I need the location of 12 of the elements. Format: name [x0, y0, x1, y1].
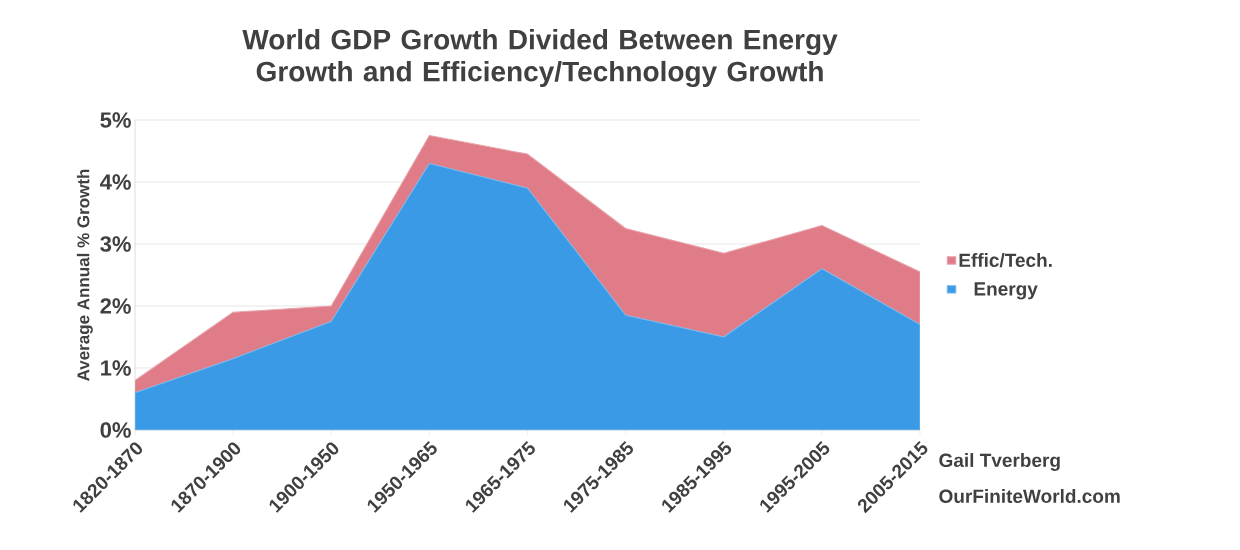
y-tick-label: 0%	[100, 422, 131, 438]
y-tick-label: 3%	[100, 236, 131, 252]
y-tick-label: 5%	[100, 112, 131, 128]
text: Gail Tverberg	[939, 453, 1060, 471]
y-tick-label: 1%	[101, 360, 131, 376]
chart-title: World GDP Growth Divided Between Energy Growth and Efficiency/Technology Growth	[242, 28, 838, 88]
y-tick-label: 4%	[100, 174, 131, 190]
y-tick-label: 2%	[100, 298, 131, 314]
legend-label: Energy	[974, 282, 1038, 300]
legend-label: Effic/Tech.	[959, 253, 1052, 268]
text: OurFiniteWorld.com	[939, 489, 1120, 503]
y-axis-title: Average Annual % Growth	[76, 169, 93, 381]
